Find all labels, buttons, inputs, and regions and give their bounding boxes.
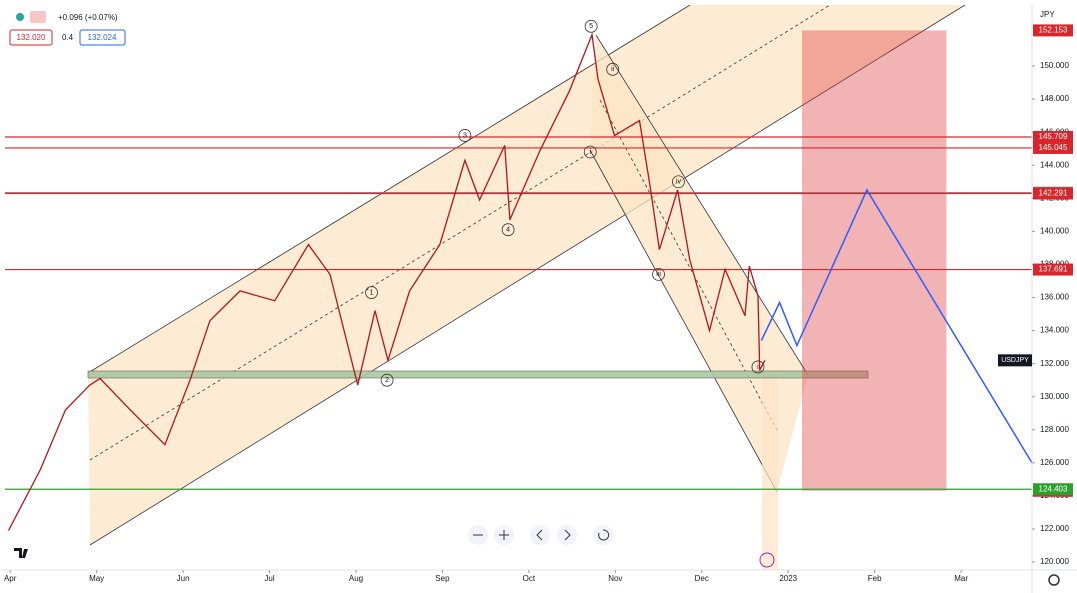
y-tick-label: 126.000 [1040, 458, 1069, 467]
channel-line [589, 149, 778, 493]
price-tag-label: 152.153 [1039, 26, 1068, 35]
y-tick-label: 148.000 [1040, 94, 1069, 103]
wave-label: ii [611, 66, 615, 73]
wave-marker [365, 286, 378, 299]
symbol-tag [998, 354, 1032, 367]
wave-label: 3 [463, 132, 467, 139]
x-tick-label: Feb [868, 574, 882, 583]
y-tick-label: 120.000 [1040, 557, 1069, 566]
x-tick-label: Apr [4, 574, 17, 583]
y-tick-label: 122.000 [1040, 524, 1069, 533]
x-tick-label: Jul [264, 574, 274, 583]
wave-label: 4 [506, 227, 510, 234]
bid[interactable]: 132.020 [17, 33, 46, 42]
status-dot [16, 13, 24, 21]
x-tick-label: Sep [435, 574, 450, 583]
price-tag-label: 137.691 [1039, 265, 1068, 274]
wave-marker [606, 62, 620, 76]
support-zone [87, 370, 869, 379]
change: +0.096 (+0.07%) [58, 13, 118, 22]
channel-midline [89, 5, 831, 461]
spread: 0.4 [62, 33, 74, 42]
y-tick-label: 144.000 [1040, 160, 1069, 169]
icon [598, 529, 610, 541]
wave-marker [380, 373, 394, 387]
x-tick-label: Nov [608, 574, 622, 583]
x-tick-label: Dec [695, 574, 709, 583]
price-line [7, 32, 766, 531]
scroll-left[interactable] [530, 525, 550, 545]
channel-line [87, 5, 691, 374]
channel-line [89, 5, 966, 546]
icon [499, 530, 509, 540]
price-tag [1033, 24, 1073, 37]
currency[interactable]: JPY [1040, 10, 1055, 19]
logo-mark [14, 548, 28, 558]
wave-label: 2 [385, 377, 389, 384]
price-tag [1033, 187, 1073, 200]
header: +0.096 (+0.07%) 132.020 0.4 132.024 JPY [9, 10, 1055, 46]
scroll-right[interactable] [557, 525, 577, 545]
y-tick-label: 130.000 [1040, 392, 1069, 401]
price-tag-label: 142.291 [1039, 189, 1068, 198]
x-tick-label: Oct [523, 574, 536, 583]
icon [536, 529, 543, 541]
bid-box[interactable] [9, 29, 53, 46]
price-tag [1033, 141, 1073, 154]
x-tick-label: Mar [954, 574, 968, 583]
wave-marker [501, 223, 515, 237]
wave-label: iv [676, 179, 682, 186]
settings[interactable] [1048, 574, 1060, 586]
wave-marker [584, 19, 598, 33]
y-tick-label: 134.000 [1040, 326, 1069, 335]
y-tick-label: 128.000 [1040, 425, 1069, 434]
symbol-tag-label: USDJPY [1001, 357, 1029, 364]
wave-marker [652, 267, 665, 281]
wave-marker [751, 360, 765, 374]
wave-marker [458, 129, 472, 142]
events[interactable] [759, 552, 775, 568]
wave-label: 1 [370, 289, 374, 296]
plot: 5 ii 3 i iv 4 1 iii 2 i [5, 19, 1032, 531]
wave-label: i [757, 364, 759, 371]
ask[interactable]: 132.024 [88, 33, 117, 42]
x-tick-label: May [89, 574, 104, 583]
price-tag [1033, 130, 1073, 143]
wave-marker [583, 145, 597, 159]
icon [564, 529, 571, 541]
price-tag-label: 124.403 [1039, 484, 1068, 493]
target-box [802, 30, 947, 491]
price-tag [1033, 483, 1073, 496]
reset[interactable] [593, 525, 613, 545]
projection-line [760, 188, 1032, 464]
wave-label: iii [656, 271, 661, 278]
toolbar [10, 525, 1060, 586]
x-tick-label: Aug [349, 574, 363, 583]
y-tick-label: 140.000 [1040, 226, 1069, 235]
y-tick-label: 136.000 [1040, 293, 1069, 302]
x-tick-label: 2023 [779, 574, 797, 583]
ask-box[interactable] [79, 29, 126, 46]
price-tag-label: 145.709 [1039, 132, 1068, 141]
price-tag [1033, 263, 1073, 276]
logo [10, 542, 36, 564]
wave-label: i [589, 149, 591, 156]
y-tick-label: 150.000 [1040, 61, 1069, 70]
wave-label: 5 [589, 23, 593, 30]
y-tick-label: 132.000 [1040, 359, 1069, 368]
time-shade [762, 370, 778, 570]
wave-marker [672, 175, 685, 189]
icon [30, 11, 46, 23]
price-tag-label: 145.045 [1039, 143, 1068, 152]
axes: 120.000122.000124.000126.000128.000130.0… [4, 24, 1073, 583]
x-tick-label: Jun [177, 574, 190, 583]
